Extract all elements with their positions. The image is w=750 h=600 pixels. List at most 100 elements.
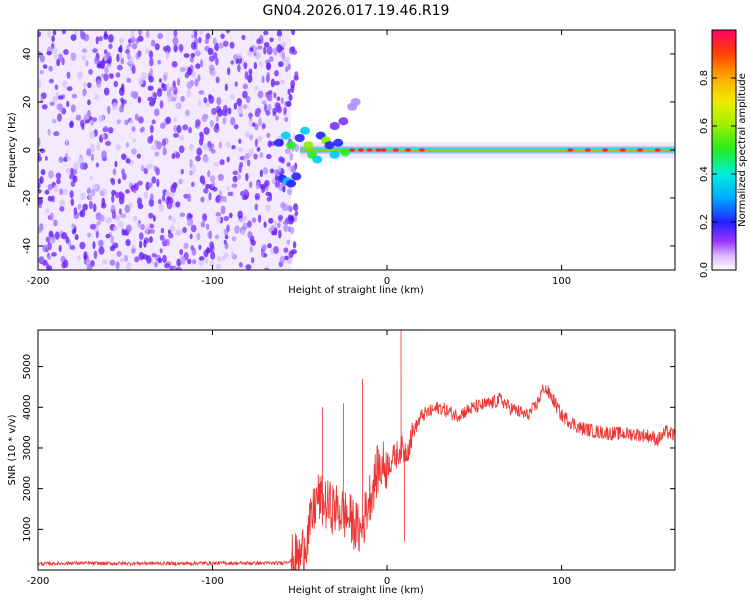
noise-blob [87, 99, 91, 106]
noise-blob [53, 219, 58, 227]
colorbar-tick-label: 0.8 [699, 70, 710, 86]
noise-blob [62, 80, 68, 89]
noise-blob [179, 66, 186, 73]
noise-blob [65, 167, 72, 175]
noise-blob [209, 120, 214, 128]
noise-blob [249, 245, 253, 253]
noise-blob [103, 33, 109, 40]
noise-blob [161, 238, 168, 245]
noise-blob [289, 152, 294, 161]
noise-blob [69, 190, 74, 199]
noise-blob [42, 244, 48, 253]
noise-blob [54, 231, 60, 240]
noise-blob [232, 54, 238, 61]
noise-blob [198, 244, 202, 251]
carrier-peak [602, 148, 609, 152]
noise-blob [170, 96, 177, 102]
noise-blob [208, 64, 215, 72]
noise-blob [70, 104, 76, 113]
noise-blob [157, 59, 162, 65]
noise-blob [70, 167, 74, 176]
noise-blob [245, 132, 251, 138]
noise-blob [176, 258, 182, 267]
noise-blob [232, 175, 238, 183]
noise-blob [110, 73, 114, 79]
noise-blob [166, 82, 170, 91]
noise-blob [114, 160, 118, 168]
noise-blob [189, 233, 193, 240]
noise-blob [190, 41, 197, 50]
noise-blob [161, 138, 166, 147]
noise-blob [255, 181, 260, 190]
noise-blob [150, 144, 157, 151]
noise-blob [176, 77, 181, 87]
noise-blob [79, 241, 86, 250]
noise-blob [260, 250, 265, 257]
noise-blob [226, 186, 230, 192]
noise-blob [292, 241, 297, 249]
noise-blob [280, 79, 285, 85]
noise-blob [229, 94, 235, 100]
noise-blob [263, 30, 269, 36]
noise-blob [98, 114, 105, 123]
noise-blob [231, 250, 235, 257]
noise-blob [266, 62, 271, 70]
noise-blob [250, 257, 255, 264]
noise-blob [176, 229, 183, 236]
noise-blob [125, 158, 131, 164]
noise-blob [187, 193, 192, 203]
noise-blob [254, 203, 258, 211]
noise-blob [207, 140, 212, 148]
noise-blob [40, 169, 46, 176]
noise-blob [99, 214, 105, 222]
colorbar-tick-label: 0.0 [699, 262, 710, 278]
noise-blob [163, 74, 167, 82]
noise-blob [190, 52, 196, 58]
noise-blob [184, 71, 190, 79]
noise-blob [147, 182, 153, 188]
noise-blob [251, 122, 256, 127]
noise-blob [83, 82, 88, 88]
carrier-peak [404, 148, 411, 152]
noise-blob [38, 79, 42, 88]
noise-blob [42, 64, 48, 69]
colorbar-tick-label: 0.6 [699, 118, 710, 134]
noise-blob [53, 184, 59, 193]
noise-blob [190, 224, 197, 233]
noise-blob [294, 210, 299, 216]
noise-blob [215, 115, 219, 122]
noise-blob [85, 60, 89, 67]
noise-blob [45, 236, 51, 243]
noise-blob [180, 168, 184, 175]
noise-blob [125, 141, 129, 148]
noise-blob [257, 214, 262, 223]
noise-blob [175, 102, 181, 109]
noise-blob [105, 51, 111, 58]
noise-blob [124, 204, 131, 214]
noise-blob [241, 34, 246, 41]
noise-blob [46, 50, 52, 56]
noise-blob [149, 223, 155, 229]
noise-blob [166, 89, 172, 98]
noise-blob [277, 35, 282, 42]
noise-blob [208, 192, 212, 201]
noise-blob [111, 210, 117, 220]
noise-blob [287, 214, 294, 220]
noise-blob [156, 178, 160, 188]
snr-xtick-label: 100 [552, 576, 571, 587]
snr-ytick-label: 1000 [22, 517, 33, 542]
noise-blob [152, 92, 158, 98]
noise-blob [52, 118, 57, 124]
noise-blob [207, 231, 212, 239]
noise-blob [103, 73, 109, 82]
noise-blob [200, 196, 205, 203]
noise-blob [172, 36, 179, 46]
noise-blob [175, 201, 181, 208]
noise-blob [98, 239, 104, 248]
noise-blob [58, 244, 62, 253]
noise-blob [270, 78, 275, 88]
noise-blob [148, 236, 153, 244]
noise-blob [90, 153, 94, 161]
noise-blob [56, 113, 63, 122]
noise-blob [226, 156, 230, 163]
